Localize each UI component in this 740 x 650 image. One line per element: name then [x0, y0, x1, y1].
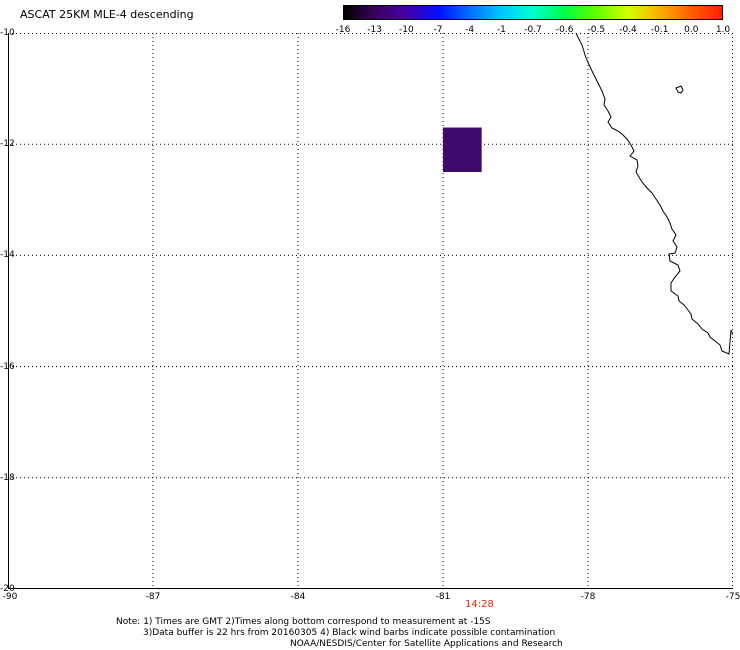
lat-tick-label: -10	[0, 28, 15, 38]
lon-tick-label: -87	[145, 592, 161, 602]
coastline	[575, 33, 733, 355]
colorbar-tick-label: -0.5	[587, 25, 606, 35]
lon-tick-label: -84	[290, 592, 306, 602]
lat-tick-label: -20	[0, 584, 15, 594]
colorbar-tick-label: 0.0	[684, 25, 699, 35]
colorbar-tick-label: -0.1	[650, 25, 669, 35]
lon-tick-label: -90	[2, 592, 18, 602]
colorbar-tick-label: 1.0	[715, 25, 731, 35]
colorbar-tick-label: -0.4	[619, 25, 637, 35]
note-line-1: Note: 1) Times are GMT 2)Times along bot…	[116, 617, 491, 627]
island	[675, 85, 684, 94]
lon-tick-label: -78	[580, 592, 596, 602]
lon-tick-label: -81	[435, 592, 451, 602]
lat-tick-label: -18	[0, 472, 15, 483]
lat-tick-label: -14	[0, 250, 15, 261]
colorbar-tick-label: -0.7	[524, 25, 542, 35]
colorbar-tick-label: -16	[335, 25, 351, 35]
colorbar-tick-label: -1	[496, 25, 506, 35]
lat-tick-label: -16	[0, 361, 15, 372]
note-line-2: 3)Data buffer is 22 hrs from 20160305 4)…	[143, 628, 556, 638]
lon-tick-label: -75	[725, 592, 740, 602]
lat-tick-label: -12	[0, 139, 15, 150]
time-label: 14:28	[465, 599, 494, 610]
figure-title: ASCAT 25KM MLE-4 descending	[20, 8, 194, 21]
colorbar-tick-label: -13	[367, 25, 383, 35]
colorbar	[343, 5, 723, 20]
colorbar-tick-label: -7	[433, 25, 443, 35]
note-line-3: NOAA/NESDIS/Center for Satellite Applica…	[290, 639, 563, 649]
colorbar-tick-label: -10	[398, 25, 414, 35]
colorbar-tick-label: -0.6	[555, 25, 574, 35]
map-plot	[8, 33, 733, 589]
lat-lon-grid	[8, 33, 733, 589]
colorbar-tick-label: -4	[465, 25, 475, 35]
data-cell	[443, 127, 482, 172]
